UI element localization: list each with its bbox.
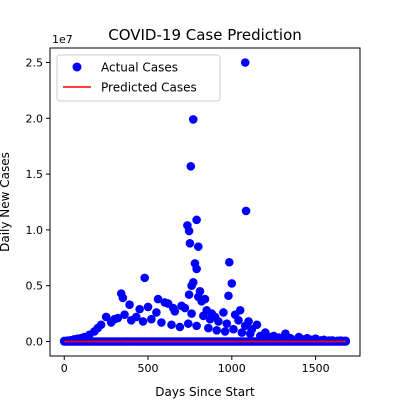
actual-cases-point [157, 318, 166, 327]
actual-cases-point [147, 314, 156, 324]
actual-cases-point [237, 328, 247, 337]
y-tick-label: 1.0 [26, 224, 44, 237]
actual-cases-point [240, 321, 250, 331]
actual-cases-point [245, 329, 255, 338]
actual-cases-point [220, 327, 230, 336]
actual-cases-point [229, 324, 238, 334]
legend-label-predicted-cases: Predicted Cases [101, 81, 197, 95]
y-scale-label: 1e7 [52, 33, 73, 46]
actual-cases-point [184, 226, 194, 236]
y-axis-label: Daily New Cases [0, 152, 12, 252]
actual-cases-point [240, 58, 250, 67]
plot-marks [59, 58, 351, 346]
chart-title: COVID-19 Case Prediction [108, 26, 302, 44]
legend-marker-actual-cases [72, 62, 82, 72]
actual-cases-point [183, 319, 193, 328]
actual-cases-point [186, 161, 196, 171]
actual-cases-point [188, 115, 198, 124]
actual-cases-point [227, 279, 237, 288]
actual-cases-point [106, 318, 116, 327]
actual-cases-point [307, 335, 317, 345]
actual-cases-point [80, 332, 89, 342]
actual-cases-point [131, 312, 141, 322]
actual-cases-point [192, 215, 201, 225]
y-tick-label: 2.5 [26, 57, 44, 70]
actual-cases-point [235, 305, 245, 315]
actual-cases-point [101, 312, 111, 322]
actual-cases-point [118, 293, 128, 303]
actual-cases-point [163, 299, 173, 308]
actual-cases-point [224, 257, 234, 267]
actual-cases-point [214, 317, 223, 326]
axis-ticks: 0 500 1000 1500 0.0 0.5 1.0 1.5 2.0 2.5 [26, 57, 330, 375]
actual-cases-point [195, 286, 205, 296]
legend-box [56, 54, 221, 102]
actual-cases-point [153, 294, 163, 304]
plot-frame [49, 47, 361, 357]
actual-cases-point [184, 290, 194, 299]
actual-cases-point [143, 302, 153, 312]
actual-cases-point [241, 206, 251, 216]
actual-cases-point [192, 264, 201, 274]
actual-cases-point [224, 291, 233, 301]
actual-cases-point [264, 332, 273, 342]
x-tick-label: 1000 [218, 362, 246, 375]
actual-cases-point [192, 321, 201, 331]
legend: Actual Cases Predicted Cases [56, 54, 221, 102]
actual-cases-point [274, 333, 284, 342]
actual-cases-point [90, 327, 99, 336]
actual-cases-point [222, 319, 232, 328]
actual-cases-point [205, 314, 215, 324]
x-tick-label: 0 [61, 362, 68, 375]
x-tick-label: 500 [138, 362, 159, 375]
actual-cases-point [212, 326, 222, 335]
actual-cases-point [167, 320, 176, 330]
actual-cases-point [286, 333, 295, 343]
actual-cases-point [152, 308, 161, 317]
actual-cases-point [199, 311, 208, 321]
actual-cases-point [234, 315, 243, 325]
actual-cases-point [120, 310, 129, 320]
actual-cases-point [193, 242, 203, 251]
actual-cases-point [204, 323, 213, 333]
actual-cases-point [175, 322, 185, 332]
actual-cases-point [197, 297, 206, 306]
y-tick-label: 0.0 [26, 335, 44, 348]
actual-cases-point [140, 273, 149, 283]
actual-cases-point [125, 300, 134, 309]
actual-cases-point [170, 307, 180, 316]
x-axis-label: Days Since Start [155, 385, 255, 399]
actual-cases-point [96, 320, 106, 330]
actual-cases-point [316, 336, 325, 345]
y-tick-label: 0.5 [26, 280, 44, 293]
actual-cases-point [255, 331, 265, 341]
actual-cases-point [187, 281, 196, 290]
actual-cases-point [113, 313, 123, 323]
legend-label-actual-cases: Actual Cases [101, 61, 178, 75]
actual-cases-point [185, 238, 195, 248]
y-tick-label: 2.0 [26, 112, 44, 125]
actual-cases-point [180, 303, 190, 313]
actual-cases-point [135, 304, 144, 314]
x-tick-label: 1500 [302, 362, 330, 375]
actual-cases-point [219, 308, 228, 317]
y-tick-label: 1.5 [26, 168, 44, 181]
actual-cases-point [187, 309, 196, 318]
actual-cases-point [138, 317, 148, 326]
